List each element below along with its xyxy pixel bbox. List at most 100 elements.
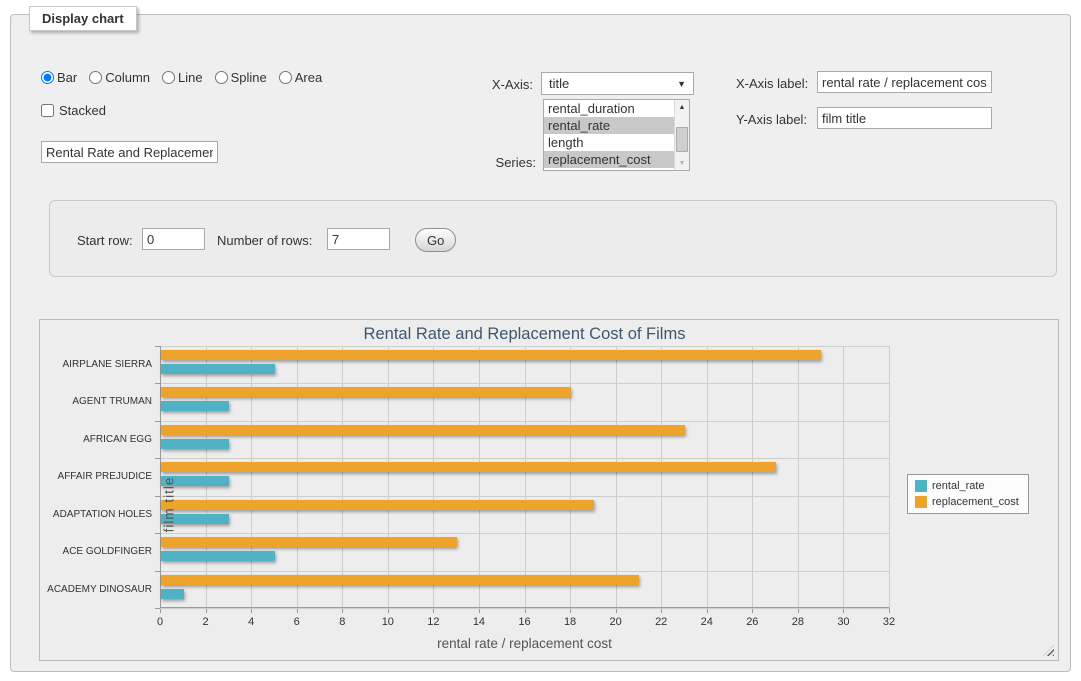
legend-item-replacement_cost[interactable]: replacement_cost <box>915 496 1019 508</box>
x-axis-select[interactable]: title ▼ <box>541 72 694 95</box>
chart-type-option-bar: Bar <box>41 70 77 85</box>
grid-line-vertical <box>752 346 754 608</box>
x-tick-label: 32 <box>882 616 896 628</box>
x-axis-tick <box>843 608 845 613</box>
chart-type-option-line: Line <box>162 70 203 85</box>
chart-title-input[interactable] <box>41 141 218 163</box>
x-axis-tick <box>296 608 298 613</box>
chart-resize-handle[interactable] <box>1043 645 1054 656</box>
scroll-down-icon[interactable]: ▼ <box>678 159 686 167</box>
y-axis-tick <box>155 420 160 422</box>
chart-type-label: Column <box>105 70 151 85</box>
series-listbox-scrollbar[interactable]: ▲ ▼ <box>674 100 689 170</box>
category-label: AGENT TRUMAN <box>72 396 152 408</box>
bar-rental_rate[interactable] <box>161 513 230 524</box>
x-tick-label: 2 <box>202 616 209 628</box>
bar-replacement_cost[interactable] <box>161 350 822 360</box>
series-option-rental_rate[interactable]: rental_rate <box>544 117 674 134</box>
y-axis-label-field-label: Y-Axis label: <box>736 112 808 127</box>
legend-swatch <box>915 496 927 508</box>
x-axis-tick <box>797 608 799 613</box>
legend-item-rental_rate[interactable]: rental_rate <box>915 480 1019 492</box>
series-option-rental_duration[interactable]: rental_duration <box>548 101 635 116</box>
bar-rental_rate[interactable] <box>161 401 230 412</box>
x-axis-label-input[interactable] <box>817 71 992 93</box>
number-of-rows-input[interactable] <box>327 228 390 250</box>
grid-line-vertical <box>797 346 799 608</box>
grid-line-horizontal <box>160 608 889 609</box>
rows-panel: Start row: Number of rows: Go <box>49 200 1057 277</box>
x-tick-label: 16 <box>518 616 531 628</box>
display-chart-panel: Display chart Bar Column Line Spline Area St… <box>10 6 1071 672</box>
x-tick-label: 4 <box>248 616 255 628</box>
x-tick-label: 24 <box>700 616 713 628</box>
chevron-down-icon: ▼ <box>677 78 686 89</box>
chart-type-radio-line[interactable] <box>162 71 176 84</box>
bar-replacement_cost[interactable] <box>161 499 594 510</box>
x-axis-line <box>160 607 889 608</box>
x-tick-label: 28 <box>791 616 804 628</box>
x-axis-select-label: X-Axis: <box>491 77 533 92</box>
x-axis-tick <box>615 608 617 613</box>
grid-line-vertical <box>387 346 389 608</box>
bar-replacement_cost[interactable] <box>161 424 685 435</box>
scroll-up-icon[interactable]: ▲ <box>678 103 686 111</box>
category-label: AFFAIR PREJUDICE <box>57 471 152 483</box>
go-button[interactable]: Go <box>415 228 457 252</box>
series-option-replacement_cost[interactable]: replacement_cost <box>544 151 674 168</box>
grid-line-horizontal <box>160 458 889 460</box>
chart-type-label: Bar <box>57 70 78 85</box>
x-axis-select-value: title <box>549 76 570 91</box>
start-row-label: Start row: <box>77 233 133 248</box>
legend-swatch <box>915 480 927 492</box>
y-axis-tick <box>155 533 160 535</box>
x-tick-label: 12 <box>427 616 440 628</box>
chart-type-label: Spline <box>230 70 267 85</box>
start-row-input[interactable] <box>142 228 205 250</box>
x-axis-tick <box>661 608 663 613</box>
bar-rental_rate[interactable] <box>161 364 275 374</box>
y-axis-label-input[interactable] <box>817 107 992 129</box>
category-label: ADAPTATION HOLES <box>52 508 152 520</box>
x-axis-tick <box>251 608 253 613</box>
bar-replacement_cost[interactable] <box>161 574 640 585</box>
grid-line-vertical <box>524 346 526 608</box>
chart-title: Rental Rate and Replacement Cost of Film… <box>363 325 686 343</box>
legend-label: rental_rate <box>932 480 985 492</box>
series-option-length[interactable]: length <box>548 135 584 150</box>
bar-replacement_cost[interactable] <box>161 537 457 548</box>
bar-rental_rate[interactable] <box>161 588 184 599</box>
category-label: AFRICAN EGG <box>83 433 152 445</box>
y-axis-tick <box>155 495 160 497</box>
x-axis-tick <box>706 608 708 613</box>
chart-type-radio-bar[interactable] <box>41 71 54 84</box>
chart-type-radio-spline[interactable] <box>214 71 228 84</box>
series-listbox[interactable]: rental_duration rental_rate length replacem… <box>543 99 690 171</box>
grid-line-vertical <box>478 346 480 608</box>
stacked-label: Stacked <box>59 103 106 118</box>
chart-plot-area: 0 2 4 6 8 10 12 14 16 18 20 22 24 26 28 30 32 AIRPLANE SI… <box>47 346 895 628</box>
grid-line-vertical <box>570 346 572 608</box>
x-tick-label: 6 <box>293 616 300 628</box>
grid-line-horizontal <box>160 533 889 535</box>
chart-type-radio-column[interactable] <box>89 71 103 84</box>
bar-replacement_cost[interactable] <box>161 387 571 398</box>
grid-line-vertical <box>251 346 253 608</box>
stacked-checkbox[interactable] <box>41 104 54 117</box>
bar-replacement_cost[interactable] <box>161 462 776 473</box>
chart-container: Rental Rate and Replacement Cost of Film… <box>39 319 1059 661</box>
y-axis-tick <box>155 346 160 347</box>
scrollbar-thumb[interactable] <box>676 127 688 152</box>
number-of-rows-label: Number of rows: <box>217 233 313 248</box>
series-list-label: Series: <box>495 155 536 170</box>
x-axis-label-field-label: X-Axis label: <box>736 76 809 91</box>
bar-rental_rate[interactable] <box>161 438 230 449</box>
bar-rental_rate[interactable] <box>161 551 275 562</box>
chart-type-radio-area[interactable] <box>278 71 292 84</box>
grid-line-horizontal <box>160 346 889 347</box>
bar-rental_rate[interactable] <box>161 476 230 487</box>
grid-line-horizontal <box>160 420 889 422</box>
x-tick-label: 30 <box>837 616 850 628</box>
grid-line-vertical <box>706 346 708 608</box>
